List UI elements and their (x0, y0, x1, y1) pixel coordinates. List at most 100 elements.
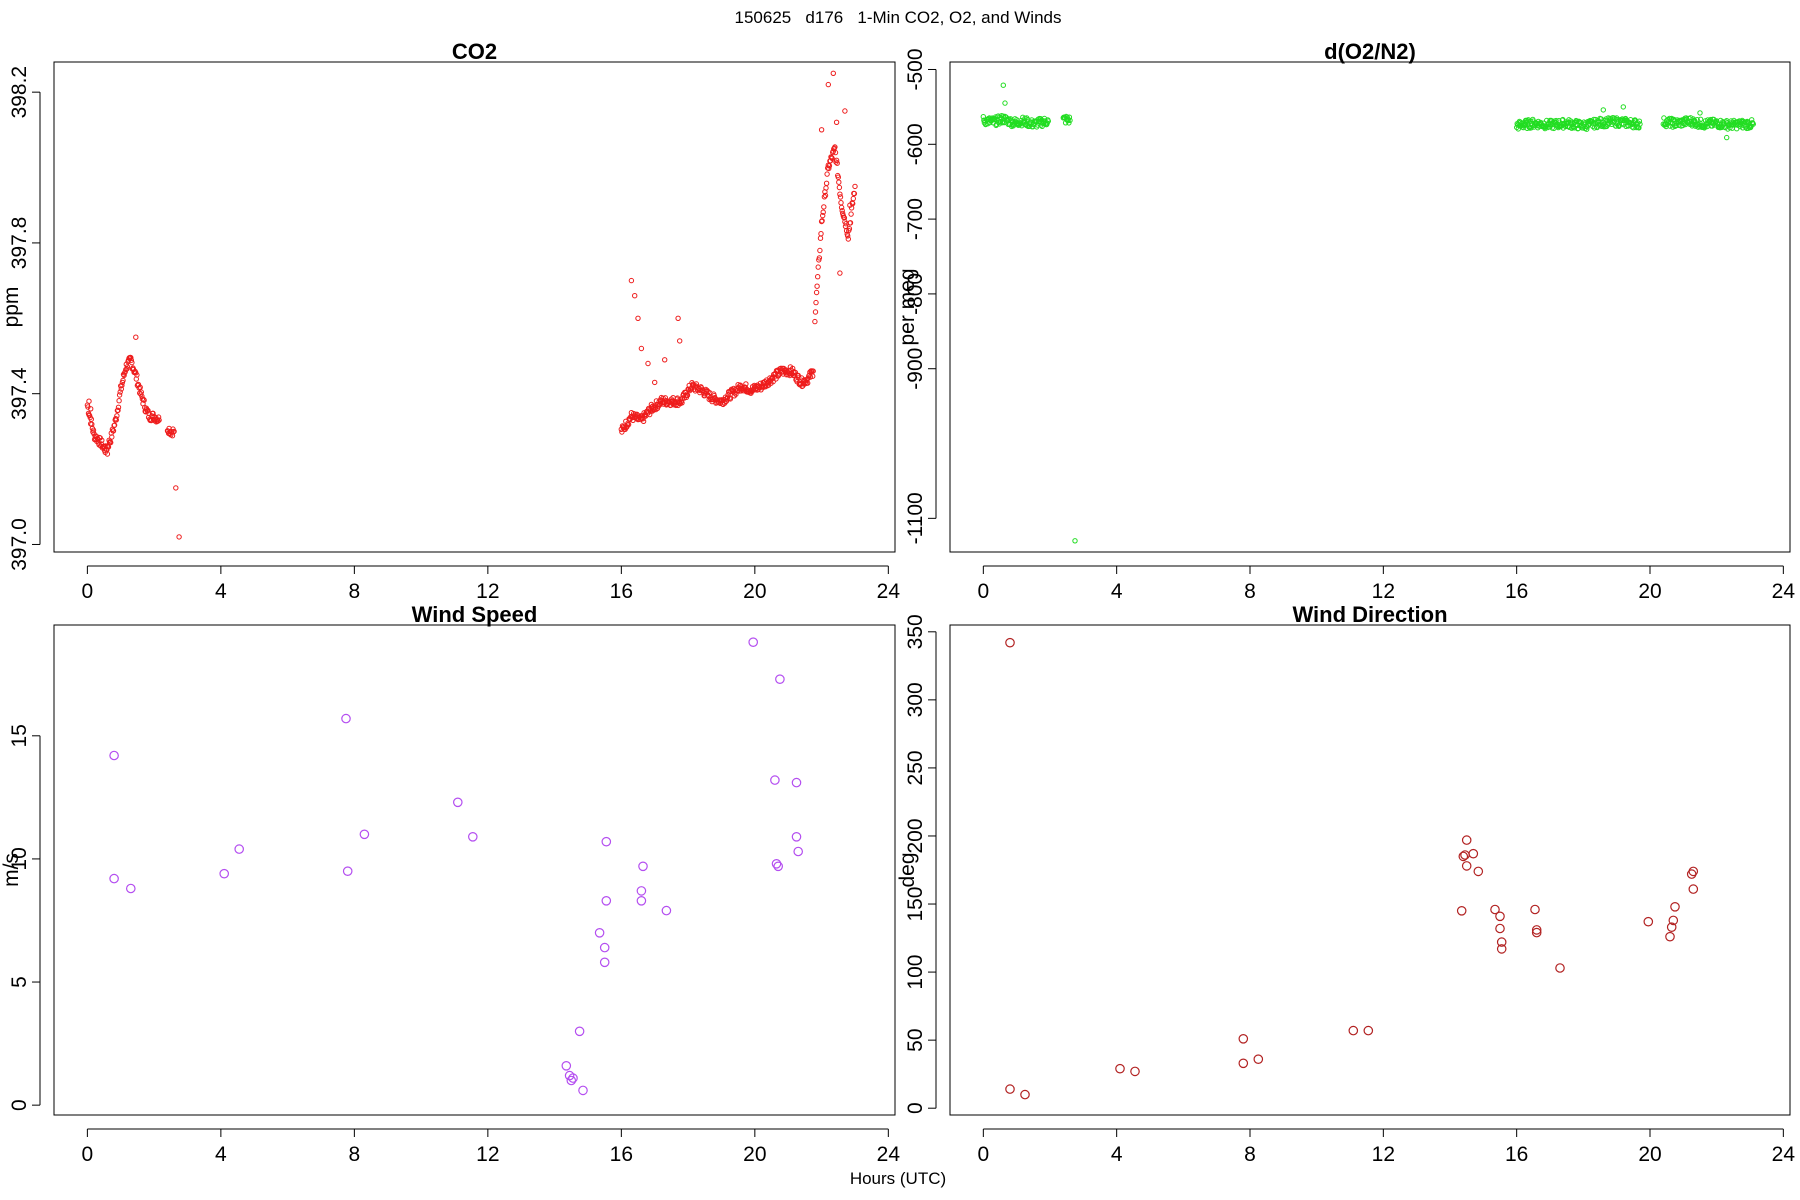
wind-speed-data-point (661, 905, 672, 916)
wind-speed-x-tick-label: 16 (610, 1143, 633, 1166)
co2-data-point (850, 195, 856, 202)
wind-direction-data-point (1688, 884, 1699, 894)
wind-direction-y-tick-label: 150 (904, 887, 927, 922)
o2n2-data-point (992, 116, 998, 123)
co2-data-point (134, 372, 140, 378)
wind-direction-data-point (1468, 848, 1479, 859)
wind-speed-x-tick-label: 20 (743, 1143, 766, 1166)
co2-data-point (677, 338, 683, 344)
wind-direction-data-point (1005, 637, 1015, 648)
wind-direction-data-point (1005, 1084, 1015, 1094)
o2n2-data-point (1697, 110, 1703, 116)
wind-direction-data-point (1495, 911, 1505, 922)
wind-direction-data-point (1495, 923, 1505, 934)
co2-data-point (796, 375, 802, 381)
co2-data-point (124, 364, 131, 370)
wind-speed-data-point (359, 829, 370, 840)
o2n2-x-tick-label: 24 (1772, 580, 1796, 603)
co2-panel: CO2 0 4 8 12 16 20 24 397.0 397.4 397.8 398.2 ppm (0, 39, 900, 603)
o2n2-data-point (1637, 121, 1643, 127)
wind-speed-data-point (342, 866, 353, 876)
co2-data-point (150, 410, 156, 416)
co2-data-point (88, 406, 94, 412)
wind-direction-ylabel: deg (896, 852, 919, 887)
o2n2-y-tick-label: -500 (904, 48, 927, 90)
co2-data-point (834, 160, 840, 166)
o2n2-data-point (1553, 117, 1559, 124)
o2n2-x-tick-label: 0 (977, 580, 989, 603)
wind-direction-data-point (1496, 944, 1507, 954)
o2n2-y-tick-label: -700 (904, 198, 927, 240)
wind-speed-data-point (594, 927, 605, 938)
co2-data-point (818, 231, 824, 237)
co2-y-tick-label: 397.4 (8, 367, 31, 420)
wind-speed-data-point (771, 858, 782, 869)
o2n2-y-tick-label: -900 (904, 348, 927, 390)
wind-direction-data-point (1686, 869, 1697, 879)
co2-data-point (117, 389, 123, 395)
wind-speed-data-point (791, 777, 802, 788)
co2-data-point (848, 211, 854, 217)
wind-direction-data-point (1456, 905, 1467, 916)
co2-y-tick-label: 398.2 (8, 66, 31, 119)
o2n2-data-point (1697, 116, 1704, 123)
wind-direction-y-tick-label: 100 (904, 955, 927, 990)
wind-direction-plot-frame (949, 624, 1791, 1116)
co2-data-point (846, 226, 853, 232)
co2-data-point (173, 485, 179, 491)
wind-direction-data-point (1666, 922, 1677, 932)
figure-xlabel: Hours (UTC) (850, 1169, 946, 1188)
co2-data-point (833, 157, 840, 164)
co2-data-point (814, 283, 820, 289)
co2-x-tick-label: 24 (877, 580, 901, 603)
wind-speed-ylabel: m/s (0, 853, 23, 887)
wind-direction-data-point (1020, 1089, 1030, 1100)
wind-speed-data-point (234, 844, 244, 854)
wind-direction-x-tick-label: 20 (1638, 1143, 1661, 1166)
co2-y-tick-label: 397.0 (8, 518, 31, 571)
co2-data-point (815, 274, 821, 280)
co2-data-point (119, 382, 125, 389)
wind-speed-data-point (793, 846, 803, 857)
co2-y-tick-label: 397.8 (8, 217, 31, 270)
wind-speed-y-tick-label: 10 (8, 847, 31, 870)
wind-direction-data-point (1253, 1054, 1264, 1064)
co2-data-point (118, 386, 125, 392)
co2-data-point (675, 315, 681, 321)
wind-direction-data-point (1531, 925, 1542, 935)
co2-data-point (116, 398, 122, 404)
wind-direction-data-point (1461, 861, 1472, 871)
co2-data-point (662, 357, 668, 363)
wind-speed-data-point (770, 775, 780, 785)
wind-direction-data-point (1238, 1058, 1249, 1069)
co2-data-point (835, 174, 841, 180)
o2n2-data-point (1600, 107, 1607, 113)
o2n2-x-tick-label: 20 (1638, 580, 1661, 603)
co2-data-point (838, 204, 845, 211)
co2-data-point (790, 365, 796, 372)
co2-data-point (129, 359, 135, 366)
wind-speed-panel: Wind Speed 0 4 8 12 16 20 24 0 5 10 15 m/s (0, 602, 900, 1166)
o2n2-data-point (1067, 117, 1073, 124)
o2n2-data-point (1002, 100, 1008, 106)
co2-data-point (826, 165, 832, 172)
o2n2-plot-frame (949, 61, 1791, 553)
wind-speed-y-tick-label: 5 (8, 976, 31, 988)
co2-data-point (821, 204, 827, 210)
wind-direction-data-point (1531, 927, 1542, 938)
co2-data-point (847, 220, 854, 226)
co2-data-point (847, 202, 853, 208)
wind-speed-data-point (219, 868, 229, 879)
co2-data-point (109, 434, 115, 440)
wind-speed-data-point (791, 831, 802, 842)
wind-direction-data-point (1668, 915, 1679, 926)
co2-data-point (812, 309, 819, 315)
co2-data-point (830, 70, 836, 77)
wind-direction-data-point (1496, 937, 1507, 947)
o2n2-y-tick-label: -1100 (904, 492, 927, 544)
co2-data-point (837, 191, 843, 197)
o2n2-data-point (1724, 134, 1730, 141)
co2-data-point (819, 218, 825, 224)
co2-data-point (810, 373, 816, 379)
o2n2-data-point (1707, 116, 1714, 123)
